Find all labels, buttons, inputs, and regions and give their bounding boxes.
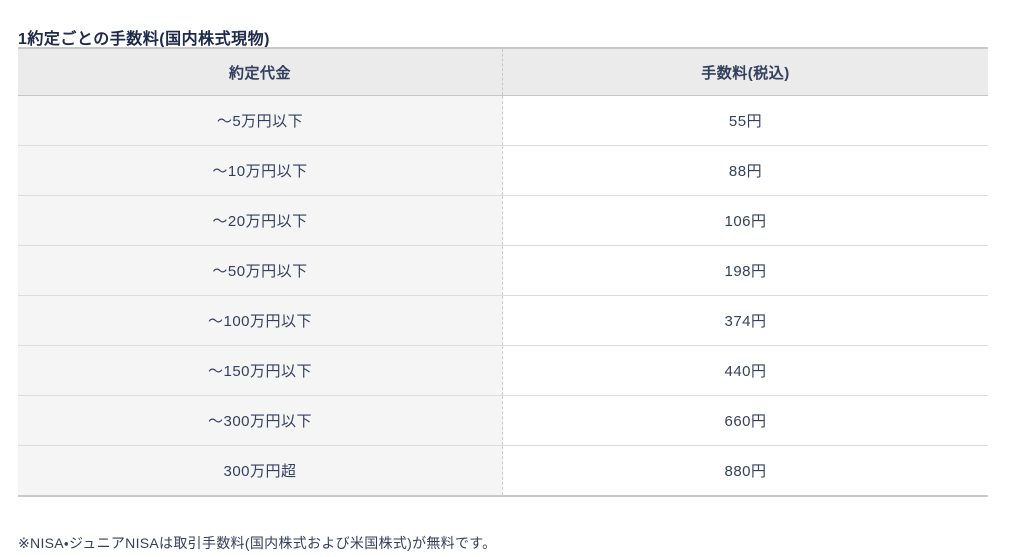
table-row: 〜20万円以下 106円	[18, 195, 988, 245]
price-range-cell: 300万円超	[18, 446, 503, 495]
price-range-cell: 〜50万円以下	[18, 246, 503, 295]
price-range-cell: 〜150万円以下	[18, 346, 503, 395]
fee-cell: 106円	[503, 196, 988, 245]
fee-cell: 88円	[503, 146, 988, 195]
table-row: 〜10万円以下 88円	[18, 145, 988, 195]
fee-table: 約定代金 手数料(税込) 〜5万円以下 55円 〜10万円以下 88円 〜20万…	[18, 47, 988, 497]
table-row: 〜100万円以下 374円	[18, 295, 988, 345]
price-range-cell: 〜20万円以下	[18, 196, 503, 245]
table-row: 〜50万円以下 198円	[18, 245, 988, 295]
price-range-cell: 〜100万円以下	[18, 296, 503, 345]
table-header-row: 約定代金 手数料(税込)	[18, 49, 988, 96]
fee-cell: 880円	[503, 446, 988, 495]
fee-cell: 440円	[503, 346, 988, 395]
fee-cell: 374円	[503, 296, 988, 345]
table-row: 〜150万円以下 440円	[18, 345, 988, 395]
column-header-fee: 手数料(税込)	[503, 49, 988, 95]
price-range-cell: 〜10万円以下	[18, 146, 503, 195]
nisa-footnote: ※NISA・ジュニアNISAは取引手数料(国内株式および米国株式)が無料です。	[18, 535, 497, 551]
fee-cell: 55円	[503, 96, 988, 145]
column-header-contract-amount: 約定代金	[18, 49, 503, 95]
table-row: 300万円超 880円	[18, 445, 988, 495]
price-range-cell: 〜5万円以下	[18, 96, 503, 145]
table-row: 〜5万円以下 55円	[18, 96, 988, 145]
page-title: 1約定ごとの手数料(国内株式現物)	[18, 31, 270, 49]
fee-cell: 660円	[503, 396, 988, 445]
table-row: 〜300万円以下 660円	[18, 395, 988, 445]
fee-cell: 198円	[503, 246, 988, 295]
price-range-cell: 〜300万円以下	[18, 396, 503, 445]
